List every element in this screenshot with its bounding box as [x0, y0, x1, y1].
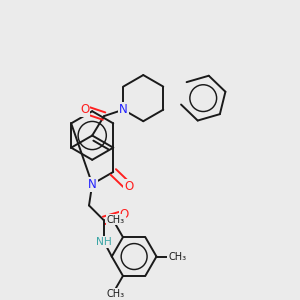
Text: CH₃: CH₃ — [107, 289, 125, 298]
Text: O: O — [120, 208, 129, 221]
Text: N: N — [119, 103, 128, 116]
Text: O: O — [124, 180, 133, 193]
Text: CH₃: CH₃ — [168, 251, 186, 262]
Text: N: N — [88, 178, 97, 190]
Text: NH: NH — [96, 237, 112, 247]
Text: CH₃: CH₃ — [107, 214, 125, 224]
Text: O: O — [80, 103, 89, 116]
Text: N: N — [119, 103, 128, 116]
